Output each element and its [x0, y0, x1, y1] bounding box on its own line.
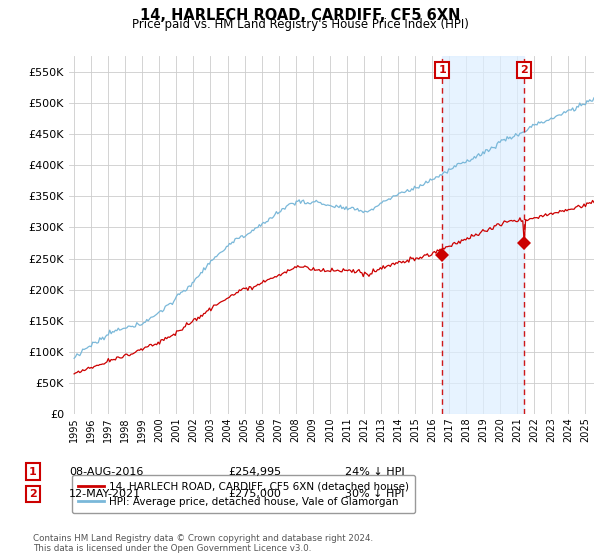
Text: 2: 2 — [29, 489, 37, 499]
Text: Price paid vs. HM Land Registry's House Price Index (HPI): Price paid vs. HM Land Registry's House … — [131, 18, 469, 31]
Text: Contains HM Land Registry data © Crown copyright and database right 2024.
This d: Contains HM Land Registry data © Crown c… — [33, 534, 373, 553]
Text: 08-AUG-2016: 08-AUG-2016 — [69, 466, 143, 477]
Legend: 14, HARLECH ROAD, CARDIFF, CF5 6XN (detached house), HPI: Average price, detache: 14, HARLECH ROAD, CARDIFF, CF5 6XN (deta… — [71, 475, 415, 513]
Bar — [442, 56, 524, 414]
Text: 30% ↓ HPI: 30% ↓ HPI — [345, 489, 404, 499]
Text: 14, HARLECH ROAD, CARDIFF, CF5 6XN: 14, HARLECH ROAD, CARDIFF, CF5 6XN — [140, 8, 460, 24]
Text: 1: 1 — [439, 65, 446, 74]
Text: £275,000: £275,000 — [228, 489, 281, 499]
Text: 24% ↓ HPI: 24% ↓ HPI — [345, 466, 404, 477]
Text: £254,995: £254,995 — [228, 466, 281, 477]
Text: 2: 2 — [520, 65, 527, 74]
Text: 12-MAY-2021: 12-MAY-2021 — [69, 489, 141, 499]
Text: 1: 1 — [29, 466, 37, 477]
